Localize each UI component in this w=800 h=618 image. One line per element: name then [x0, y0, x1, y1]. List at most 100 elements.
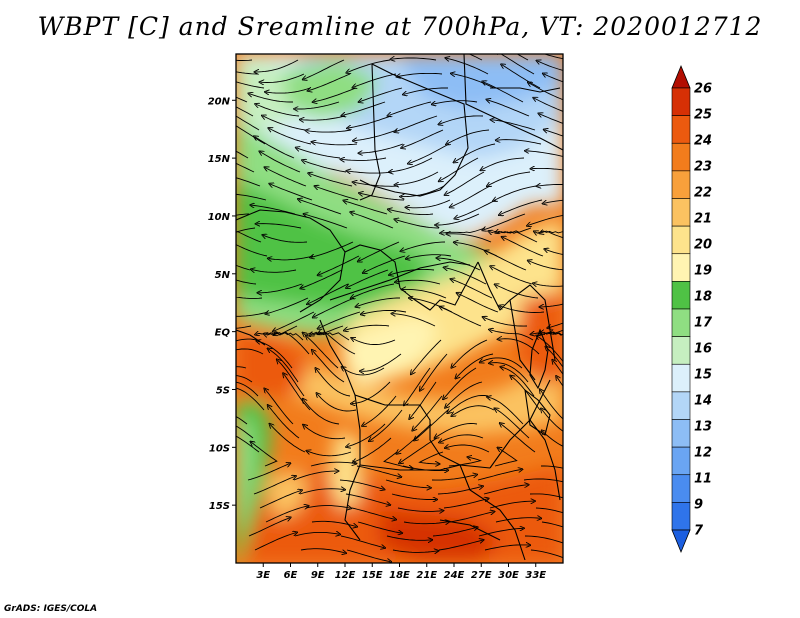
- streamline: [255, 137, 295, 159]
- streamline: [500, 199, 543, 215]
- colorbar-swatch: [671, 446, 691, 476]
- colorbar-swatch: [671, 198, 691, 227]
- streamline: [277, 360, 305, 397]
- streamline: [261, 73, 305, 83]
- colorbar-label: 22: [694, 186, 712, 201]
- streamline: [266, 87, 311, 93]
- streamline: [457, 293, 499, 313]
- streamline: [529, 493, 563, 499]
- streamline: [537, 61, 563, 71]
- colorbar-swatch: [671, 115, 691, 144]
- streamline: [483, 213, 526, 230]
- streamline: [260, 152, 301, 173]
- streamline: [448, 395, 489, 413]
- streamline: [236, 244, 268, 257]
- streamline: [516, 54, 529, 61]
- streamline: [483, 485, 528, 495]
- streamline: [236, 435, 260, 453]
- streamline: [448, 457, 483, 467]
- streamline: [266, 297, 309, 314]
- streamline: [418, 451, 444, 464]
- streamline: [534, 284, 563, 287]
- streamline: [535, 507, 563, 514]
- streamline: [397, 507, 443, 511]
- streamline: [494, 448, 518, 467]
- streamline: [360, 193, 405, 201]
- streamline: [440, 434, 484, 442]
- streamline: [265, 389, 294, 425]
- streamline: [316, 369, 351, 397]
- streamline: [413, 395, 443, 430]
- streamline: [487, 100, 530, 117]
- streamline: [300, 548, 345, 553]
- streamline: [304, 425, 346, 440]
- colorbar-swatch: [671, 419, 691, 448]
- streamline: [529, 261, 563, 271]
- streamline: [341, 158, 387, 160]
- streamline: [389, 210, 434, 216]
- streamline: [314, 87, 357, 102]
- streamline: [449, 512, 494, 523]
- colorbar-swatch: [671, 391, 691, 420]
- streamline: [340, 535, 384, 548]
- streamline: [403, 522, 449, 524]
- streamline: [496, 231, 538, 243]
- streamline: [342, 101, 386, 115]
- streamline: [395, 220, 440, 229]
- streamline: [251, 442, 278, 467]
- streamline: [303, 399, 340, 425]
- colorbar-swatch: [671, 87, 691, 116]
- streamline: [446, 445, 490, 453]
- streamline: [236, 150, 249, 159]
- colorbar-bottom-arrow: [671, 529, 691, 554]
- streamline: [347, 423, 386, 447]
- streamline: [310, 462, 355, 467]
- streamline: [307, 451, 352, 457]
- streamline: [236, 81, 265, 89]
- streamline: [396, 171, 439, 185]
- streamline: [433, 100, 478, 105]
- streamline: [386, 535, 431, 540]
- streamline: [543, 54, 563, 60]
- streamline: [295, 101, 340, 109]
- streamline: [347, 59, 391, 73]
- streamline: [236, 279, 257, 285]
- streamline: [445, 268, 487, 285]
- streamline: [265, 506, 308, 523]
- streamline: [359, 241, 400, 261]
- streamline: [354, 129, 398, 141]
- streamline: [236, 115, 260, 131]
- colorbar-swatch: [671, 336, 691, 365]
- streamline: [252, 270, 297, 273]
- streamline: [401, 241, 446, 251]
- streamline: [236, 381, 259, 397]
- colorbar-label: 24: [694, 134, 712, 149]
- streamline: [546, 347, 563, 368]
- streamline: [352, 283, 395, 298]
- colorbar-label: 12: [694, 446, 712, 461]
- streamline: [256, 104, 300, 117]
- streamline: [489, 501, 534, 509]
- streamline: [438, 540, 483, 551]
- streamline: [299, 489, 344, 495]
- axis-ticks: 20N 15N 10N 5N EQ 5S 10S 15S 3E 6E 9E 12E 15E 18E 21E 2…: [208, 96, 547, 581]
- streamline: [404, 87, 448, 94]
- streamline: [352, 381, 391, 404]
- colorbar-label: 13: [694, 420, 712, 435]
- streamline: [236, 71, 259, 75]
- streamline: [301, 269, 343, 288]
- streamline: [444, 367, 477, 399]
- streamline: [274, 332, 310, 355]
- streamline: [494, 185, 537, 201]
- streamline: [545, 249, 563, 256]
- streamline: [236, 162, 255, 173]
- streamline: [248, 518, 290, 537]
- streamline: [454, 143, 496, 162]
- streamline: [455, 199, 497, 218]
- streamline: [364, 255, 406, 273]
- streamline: [451, 185, 491, 207]
- streamline: [551, 332, 563, 336]
- streamline: [254, 533, 296, 551]
